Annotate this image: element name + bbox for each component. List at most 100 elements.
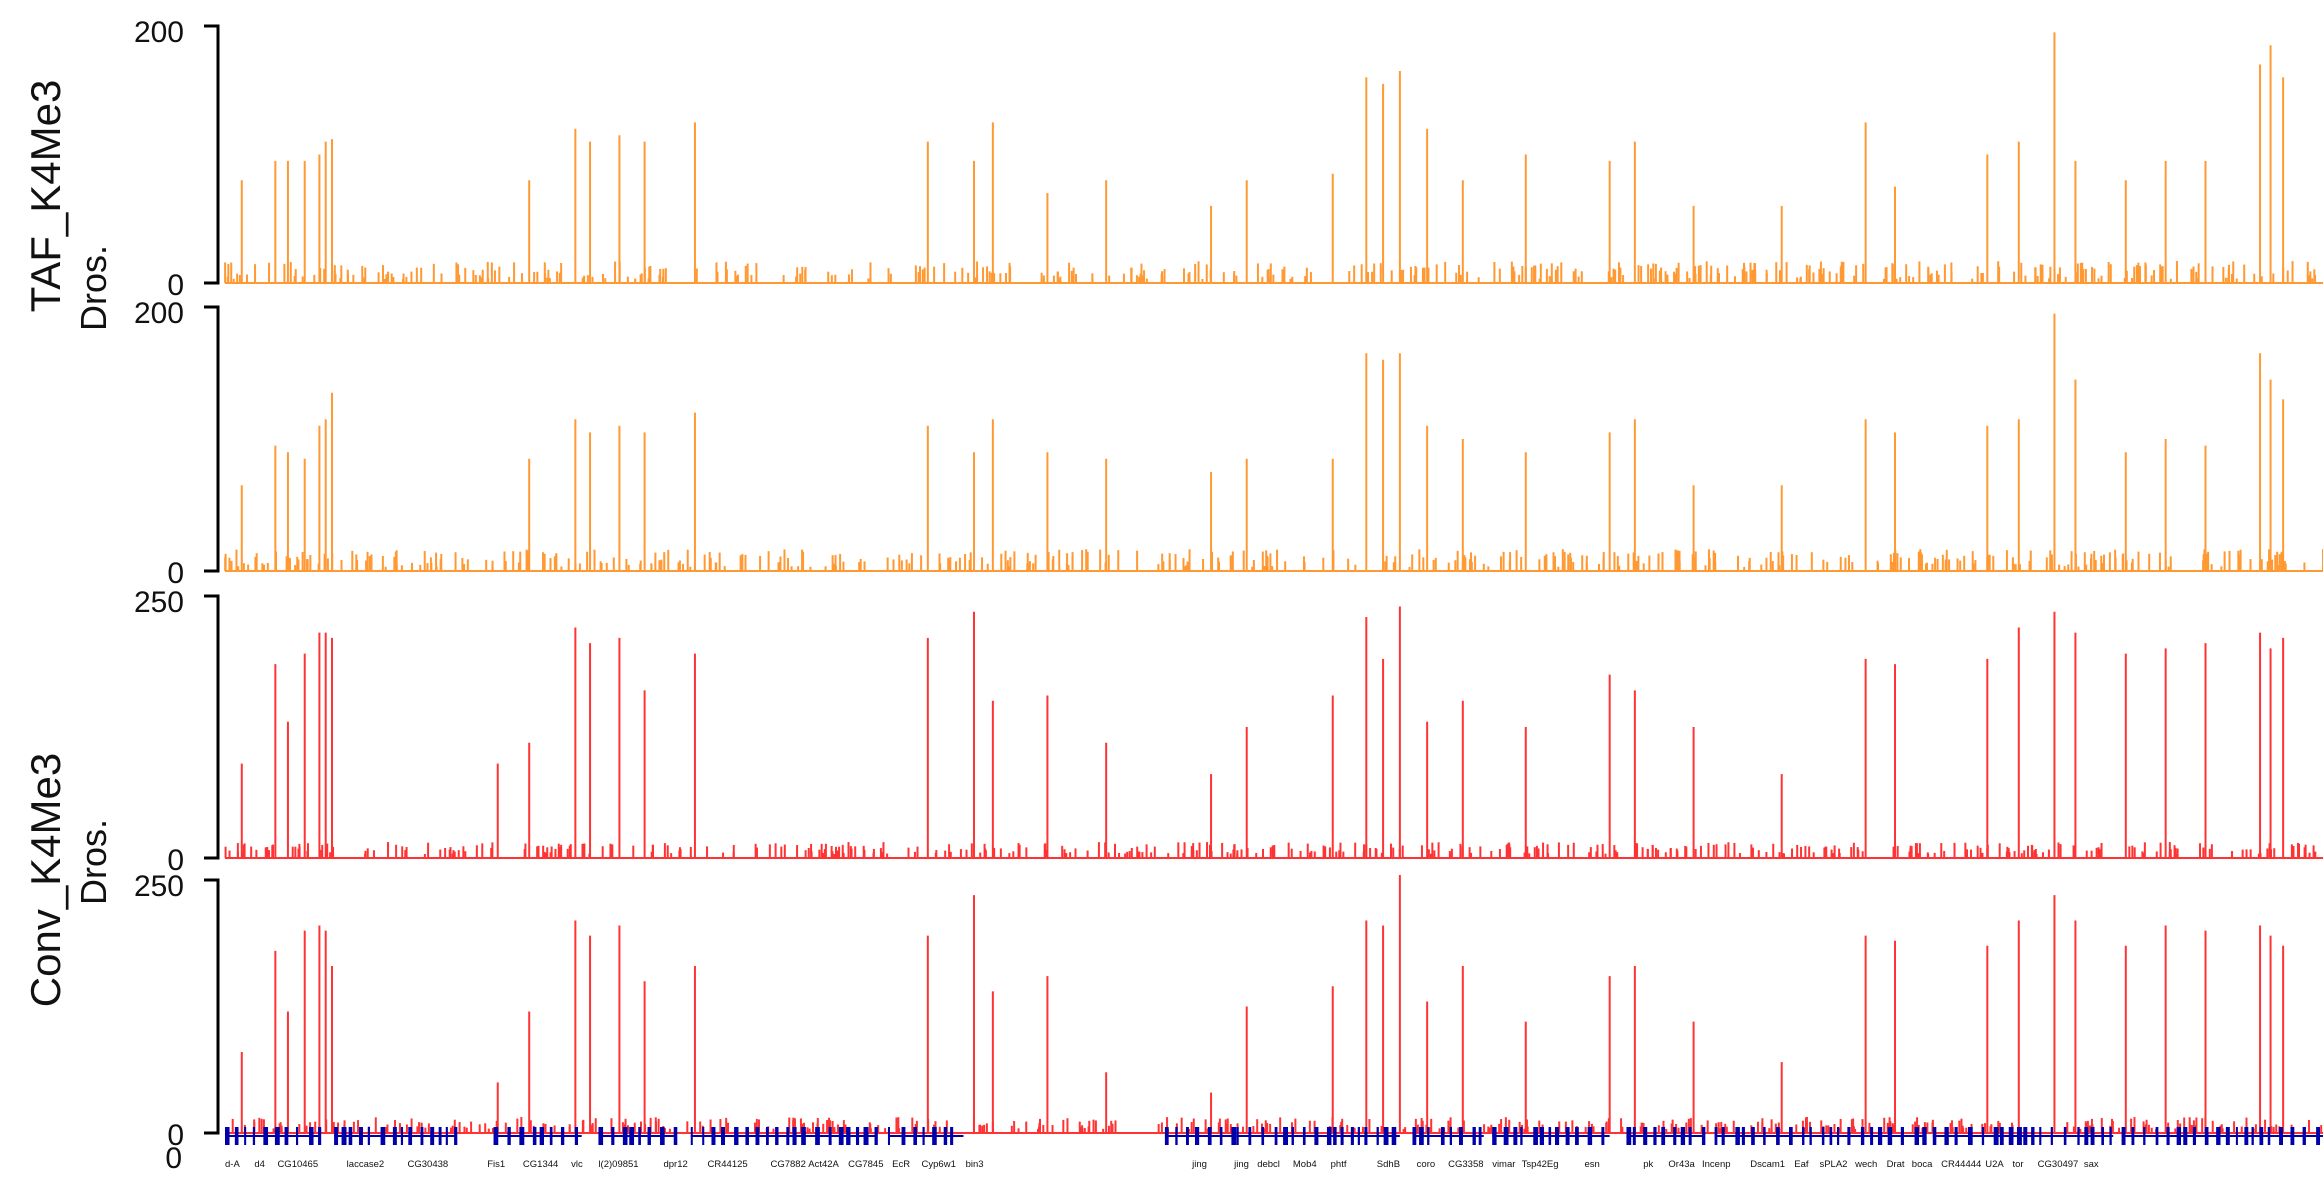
gene-exon <box>2290 1127 2295 1145</box>
gene-annotation-track: 0 d-A d4 CG10465 laccase2 CG30438 Fis1 CG1344 vl… <box>165 1127 2323 1175</box>
gene-exon <box>400 1127 404 1145</box>
gene-exon <box>638 1127 641 1145</box>
gene-exon <box>2204 1127 2209 1145</box>
gene-label: esn <box>1585 1159 1600 1170</box>
gene-label: jing <box>1191 1159 1207 1170</box>
gene-exon <box>408 1127 413 1145</box>
gene-exon <box>1194 1127 1200 1145</box>
gene-exon <box>1741 1127 1745 1145</box>
gene-exon <box>1555 1127 1560 1145</box>
gene-exon <box>721 1127 725 1145</box>
gene-label: dpr12 <box>663 1159 687 1170</box>
gene-label: SdhB <box>1377 1159 1400 1170</box>
gene-label: Act42A <box>808 1159 839 1170</box>
gene-exon <box>1632 1127 1636 1145</box>
gene-exon <box>2235 1127 2238 1145</box>
gene-exon <box>1302 1127 1306 1145</box>
gene-exon <box>2031 1127 2035 1145</box>
gene-label: l(2)09851 <box>598 1159 638 1170</box>
gene-exon <box>367 1127 370 1145</box>
gene-exon <box>263 1127 269 1145</box>
gene-exon <box>1653 1127 1657 1145</box>
gene-exon <box>1954 1127 1958 1145</box>
track-panel-4: 250 0 <box>134 870 2323 1152</box>
y-axis-line <box>204 24 220 285</box>
gene-label: CG10465 <box>277 1159 318 1170</box>
gene-label: tor <box>2012 1159 2023 1170</box>
gene-exon <box>507 1127 511 1145</box>
y-tick-label-bottom: 0 <box>167 269 184 302</box>
gene-exon <box>1291 1127 1294 1145</box>
gene-exon <box>1207 1127 1212 1145</box>
gene-exon <box>1626 1127 1632 1145</box>
gene-exon <box>1721 1127 1725 1145</box>
y-tick-label-top: 250 <box>134 870 184 903</box>
gene-exon <box>2131 1127 2135 1145</box>
gene-label: Tsp42Eg <box>1522 1159 1559 1170</box>
gene-label: CG7882 <box>770 1159 805 1170</box>
gene-exon <box>1809 1127 1812 1145</box>
gene-exon <box>1283 1127 1289 1145</box>
gene-exon <box>1340 1127 1344 1145</box>
gene-exon <box>1788 1127 1793 1145</box>
gene-exon <box>1661 1127 1666 1145</box>
gene-label: coro <box>1417 1159 1435 1170</box>
gene-exon <box>1847 1127 1851 1145</box>
gene-exon <box>225 1127 230 1145</box>
gene-exon <box>392 1127 397 1145</box>
gene-exon <box>943 1127 948 1145</box>
gene-exon <box>2225 1127 2230 1145</box>
gene-exon <box>1314 1127 1319 1145</box>
group-label-conv: Conv_K4Me3 <box>22 753 69 1007</box>
gene-exon <box>1391 1127 1397 1145</box>
gene-exon <box>611 1127 615 1145</box>
gene-label: CR44444 <box>1941 1159 1981 1170</box>
gene-exon <box>1673 1127 1677 1145</box>
gene-exon <box>1922 1127 1927 1145</box>
gene-exon <box>887 1127 890 1145</box>
gene-label: CG30438 <box>408 1159 449 1170</box>
gene-label: debcl <box>1257 1159 1280 1170</box>
gene-exon <box>2176 1127 2182 1145</box>
gene-exon <box>1548 1127 1552 1145</box>
gene-exon <box>922 1127 925 1145</box>
gene-exon <box>309 1127 314 1145</box>
gene-exon <box>932 1127 937 1145</box>
gene-exon <box>341 1127 347 1145</box>
gene-exon <box>647 1127 651 1145</box>
gene-exon <box>1248 1127 1252 1145</box>
gene-label: U2A <box>1985 1159 2004 1170</box>
gene-label: CG3358 <box>1448 1159 1483 1170</box>
gene-exon <box>1821 1127 1825 1145</box>
gene-exon <box>1274 1127 1278 1145</box>
gene-exon <box>1932 1127 1937 1145</box>
gene-exon <box>1520 1127 1523 1145</box>
gene-label: Cyp6w1 <box>922 1159 956 1170</box>
gene-exon <box>1236 1127 1239 1145</box>
gene-label: vimar <box>1492 1159 1515 1170</box>
gene-exon <box>846 1127 851 1145</box>
gene-exon <box>1701 1127 1706 1145</box>
y-tick-label-bottom: 0 <box>167 1119 184 1152</box>
gene-exon <box>1412 1127 1417 1145</box>
gene-exon <box>274 1127 280 1145</box>
gene-exon <box>1326 1127 1332 1145</box>
gene-exon <box>1870 1127 1874 1145</box>
gene-exon <box>1829 1127 1833 1145</box>
gene-exon <box>2121 1127 2126 1145</box>
gene-exon <box>318 1127 322 1145</box>
gene-exon <box>660 1127 665 1145</box>
gene-exon <box>1419 1127 1424 1145</box>
gene-exon <box>828 1127 832 1145</box>
gene-label: d4 <box>254 1159 265 1170</box>
y-tick-label-top: 200 <box>134 297 184 330</box>
gene-exon <box>234 1127 239 1145</box>
gene-exon <box>901 1127 906 1145</box>
gene-exon <box>560 1127 565 1145</box>
gene-exon <box>2039 1127 2042 1145</box>
gene-exon <box>1458 1127 1463 1145</box>
gene-label: Dscam1 <box>1750 1159 1785 1170</box>
gene-label: phtf <box>1331 1159 1347 1170</box>
